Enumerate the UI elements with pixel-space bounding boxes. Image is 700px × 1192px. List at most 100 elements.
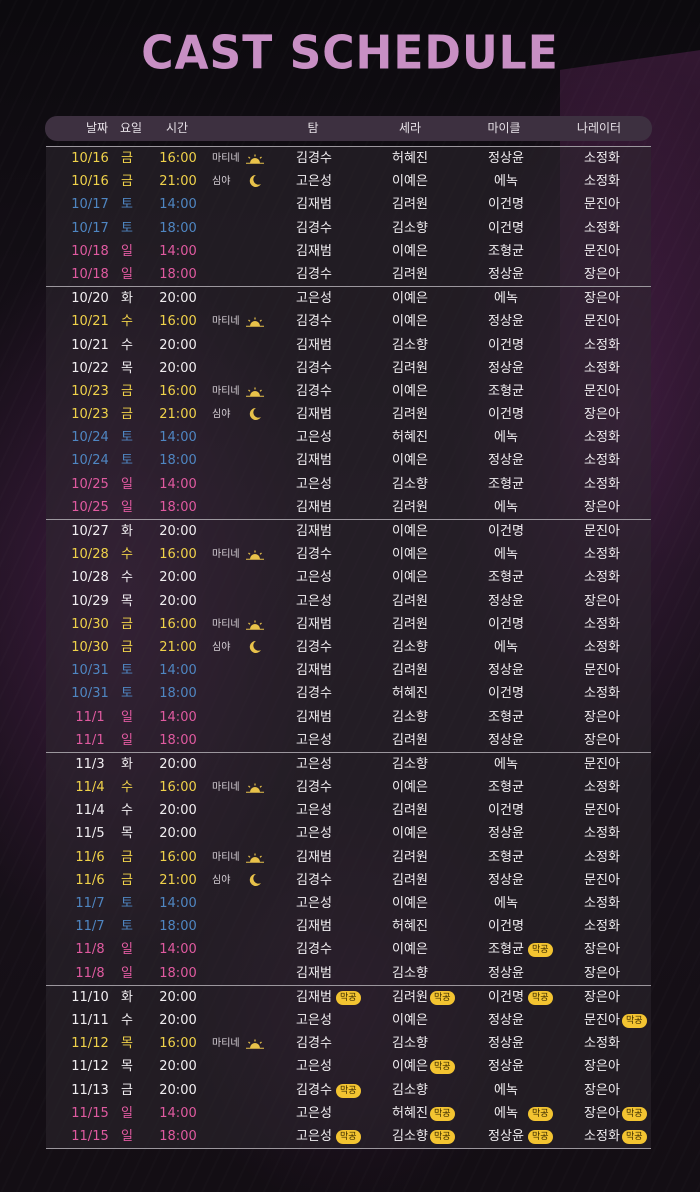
michael-cell: 에녹 [494,291,518,307]
sera-cell: 허혜진 [392,430,428,446]
date-cell: 11/4 [75,803,105,819]
michael-cell: 정상윤 [488,826,524,842]
day-cell: 금 [121,151,133,166]
day-cell: 토 [121,197,133,213]
sera-cell: 김려원 [392,360,428,376]
tom-cell: 고은성 [296,1128,332,1144]
performance-tag: 마티네 [212,385,240,397]
performance-tag: 심야 [212,176,231,188]
sun-icon [246,613,266,636]
day-cell: 일 [121,1105,133,1121]
date-cell: 11/15 [71,1128,109,1144]
time-cell: 14:00 [159,709,197,725]
date-cell: 10/23 [71,407,109,423]
closing-badge: 막공 [528,943,553,958]
table-row: 10/22 목 20:00 김경수 김려원 정상윤 소정화 [46,357,651,380]
day-cell: 금 [121,639,133,655]
sera-cell: 김소향 [392,709,428,725]
day-cell: 금 [121,849,133,865]
day-cell: 화 [121,756,133,772]
time-cell: 16:00 [159,849,197,865]
sera-cell: 김소향 [392,220,428,236]
tom-cell: 김경수 [296,942,332,958]
day-cell: 금 [121,1082,133,1098]
table-row: 11/8 일 14:00 김경수 이예은 조형균 장은아 막공 [46,938,651,961]
tom-cell: 고은성 [296,803,332,819]
michael-cell: 조형균 [488,570,524,586]
date-cell: 11/6 [75,849,105,865]
narrator-cell: 소정화 [584,919,620,935]
sera-cell: 이예은 [392,174,428,190]
narrator-cell: 소정화 [584,849,620,865]
michael-cell: 에녹 [494,1105,518,1121]
day-cell: 목 [121,593,133,609]
time-cell: 14:00 [159,476,197,492]
closing-badge: 막공 [430,1129,455,1144]
tom-cell: 고은성 [296,430,332,446]
narrator-cell: 장은아 [584,1059,620,1075]
time-cell: 20:00 [159,360,197,376]
performance-tag: 마티네 [212,549,240,561]
closing-badge: 막공 [430,990,455,1005]
closing-badge: 막공 [336,990,361,1005]
table-row: 10/17 토 18:00 김경수 김소향 이건명 소정화 [46,217,651,240]
narrator-cell: 문진아 [584,803,620,819]
date-cell: 11/10 [71,989,109,1005]
tom-cell: 김경수 [296,872,332,888]
date-cell: 11/15 [71,1105,109,1121]
michael-cell: 조형균 [488,243,524,259]
time-cell: 16:00 [159,383,197,399]
narrator-cell: 장은아 [584,291,620,307]
michael-cell: 이건명 [488,337,524,353]
date-cell: 10/28 [71,547,109,563]
tom-cell: 김경수 [296,547,332,563]
header-day: 요일 [119,121,143,135]
michael-cell: 에녹 [494,639,518,655]
narrator-cell: 소정화 [584,430,620,446]
table-row: 10/16 금 21:00 고은성 이예은 에녹 소정화 심야 [46,170,651,193]
sera-cell: 김소향 [392,337,428,353]
performance-tag: 마티네 [212,618,240,630]
sera-cell: 허혜진 [392,151,428,166]
narrator-cell: 장은아 [584,989,620,1005]
michael-cell: 에녹 [494,430,518,446]
header-time: 시간 [165,121,189,135]
michael-cell: 조형균 [488,383,524,399]
sera-cell: 김소향 [392,1036,428,1052]
michael-cell: 정상윤 [488,732,524,748]
tom-cell: 김경수 [296,1036,332,1052]
table-row: 10/29 목 20:00 고은성 김려원 정상윤 장은아 [46,590,651,613]
closing-badge: 막공 [622,1106,647,1121]
narrator-cell: 소정화 [584,476,620,492]
michael-cell: 정상윤 [488,965,524,981]
sera-cell: 이예은 [392,826,428,842]
table-row: 10/24 토 14:00 고은성 허혜진 에녹 소정화 [46,426,651,449]
michael-cell: 에녹 [494,174,518,190]
date-cell: 10/17 [71,220,109,236]
time-cell: 20:00 [159,1059,197,1075]
michael-cell: 정상윤 [488,663,524,679]
time-cell: 18:00 [159,686,197,702]
table-row: 11/15 일 14:00 고은성 허혜진 에녹 장은아 막공 막공 막공 [46,1102,651,1125]
sera-cell: 김소향 [392,639,428,655]
narrator-cell: 소정화 [584,1036,620,1052]
date-cell: 10/24 [71,430,109,446]
time-cell: 18:00 [159,919,197,935]
date-cell: 11/6 [75,872,105,888]
header-tom: 탐 [307,121,319,135]
sun-icon [246,543,266,566]
tom-cell: 고은성 [296,732,332,748]
tom-cell: 김재범 [296,524,332,539]
tom-cell: 고은성 [296,826,332,842]
narrator-cell: 소정화 [584,639,620,655]
narrator-cell: 소정화 [584,174,620,190]
narrator-cell: 소정화 [584,220,620,236]
date-cell: 10/16 [71,174,109,190]
time-cell: 20:00 [159,291,197,307]
time-cell: 18:00 [159,453,197,469]
narrator-cell: 장은아 [584,965,620,981]
date-cell: 10/22 [71,360,109,376]
table-row: 10/31 토 14:00 김재범 김려원 정상윤 문진아 [46,659,651,682]
table-header: 날짜 요일 시간 탐 세라 마이클 나레이터 [45,116,652,141]
moon-icon [246,869,266,892]
